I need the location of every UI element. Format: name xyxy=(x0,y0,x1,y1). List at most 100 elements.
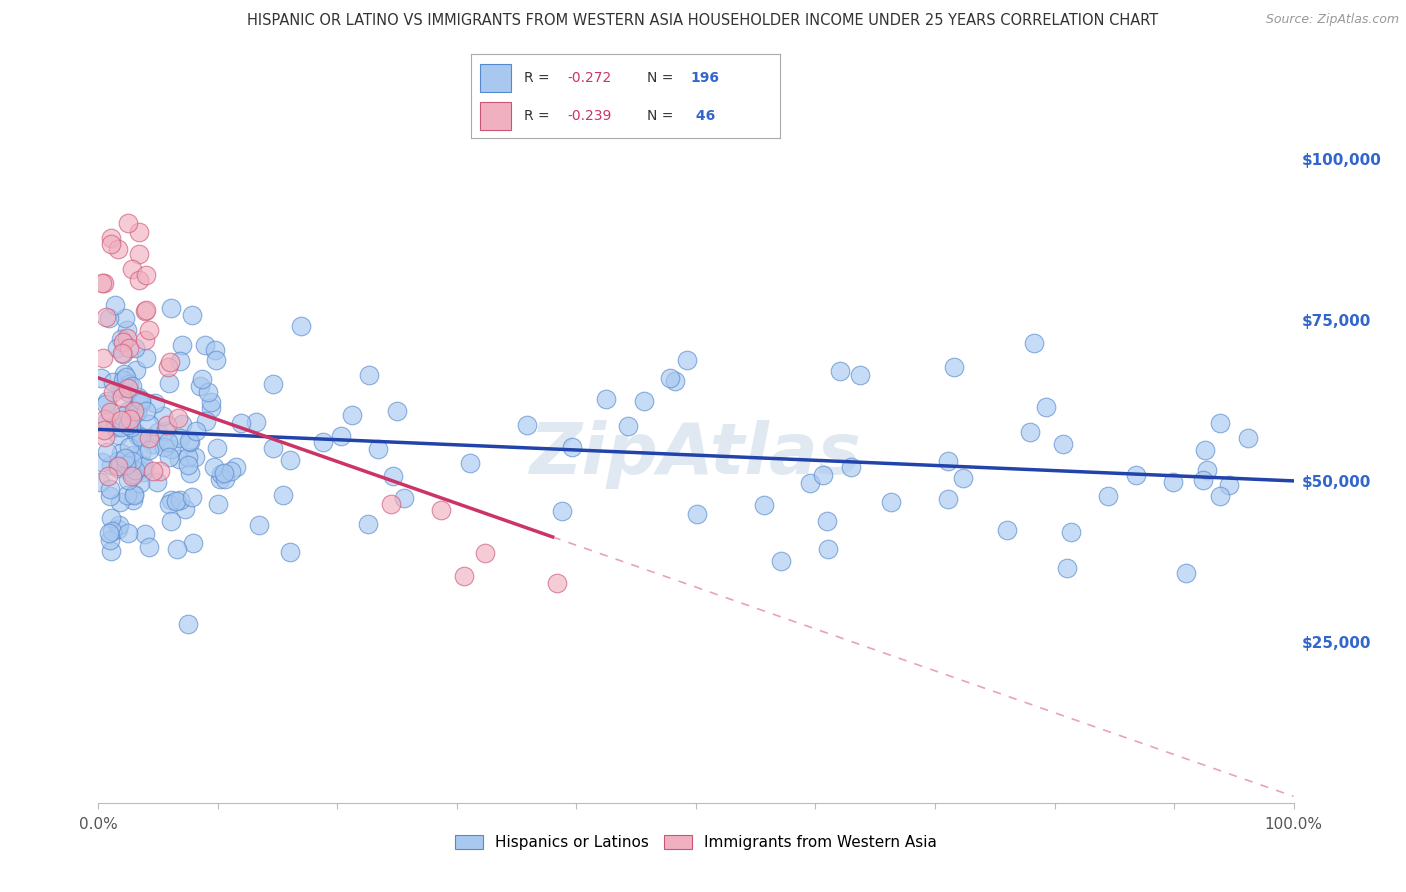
Point xyxy=(100,544,122,558)
Point xyxy=(117,404,139,418)
Bar xyxy=(481,102,512,130)
Point xyxy=(157,359,180,374)
Point xyxy=(141,437,163,451)
Point xyxy=(117,473,139,487)
Point xyxy=(124,463,146,477)
Point xyxy=(118,441,141,455)
Point xyxy=(100,511,122,525)
Point xyxy=(1161,475,1184,489)
Point xyxy=(117,526,139,541)
Point xyxy=(96,394,118,409)
Point xyxy=(1018,425,1040,439)
Point xyxy=(160,493,183,508)
Point xyxy=(135,302,157,317)
Point xyxy=(128,273,150,287)
Point xyxy=(107,428,129,442)
Point xyxy=(118,412,141,426)
Point xyxy=(1097,490,1119,504)
Point xyxy=(380,496,402,510)
Point xyxy=(134,304,156,318)
Point xyxy=(98,310,121,325)
Point xyxy=(105,419,128,434)
Point xyxy=(98,533,121,547)
Point xyxy=(129,446,152,460)
Point xyxy=(799,476,821,491)
Point xyxy=(180,308,202,322)
Point xyxy=(107,454,129,468)
Point xyxy=(430,503,453,517)
Point xyxy=(169,354,191,368)
Point xyxy=(839,460,862,475)
Point xyxy=(104,417,127,432)
Point xyxy=(209,472,232,486)
Point xyxy=(595,392,617,406)
Point xyxy=(159,515,181,529)
Point xyxy=(1056,560,1078,574)
Point xyxy=(174,502,197,516)
Point xyxy=(686,508,709,522)
Point xyxy=(108,494,131,508)
Point xyxy=(1218,477,1240,491)
Point xyxy=(120,464,142,478)
Point xyxy=(245,415,267,429)
Point xyxy=(149,464,172,478)
Point xyxy=(1237,431,1260,445)
Point xyxy=(135,351,157,366)
Point xyxy=(221,464,243,478)
Legend: Hispanics or Latinos, Immigrants from Western Asia: Hispanics or Latinos, Immigrants from We… xyxy=(447,828,945,858)
Point xyxy=(676,352,699,367)
Point xyxy=(330,429,353,443)
Point xyxy=(357,516,380,531)
Point xyxy=(280,453,302,467)
Point xyxy=(94,430,117,444)
Text: ZipAtlas: ZipAtlas xyxy=(530,420,862,490)
Point xyxy=(146,475,169,490)
Point xyxy=(367,442,389,457)
Point xyxy=(98,483,121,497)
Point xyxy=(617,418,640,433)
Point xyxy=(153,440,176,454)
Point xyxy=(125,363,148,377)
Point xyxy=(132,458,155,473)
Point xyxy=(101,385,124,400)
Point xyxy=(190,379,212,393)
Point xyxy=(214,472,236,486)
Point xyxy=(357,368,380,382)
Point xyxy=(160,442,183,457)
Point xyxy=(100,458,122,473)
Point xyxy=(952,471,974,485)
Point xyxy=(177,458,200,473)
Point xyxy=(546,576,568,591)
Point xyxy=(122,448,145,462)
Point xyxy=(157,497,180,511)
Point xyxy=(177,450,200,465)
Point xyxy=(127,429,149,443)
Point xyxy=(96,445,118,459)
Point xyxy=(169,431,191,445)
Point xyxy=(156,418,179,433)
Point xyxy=(159,355,181,369)
Point xyxy=(458,456,481,470)
Point xyxy=(830,364,852,378)
Point xyxy=(1060,524,1083,539)
Point xyxy=(89,475,111,490)
Point xyxy=(117,341,139,355)
Point xyxy=(340,408,363,422)
Point xyxy=(204,343,226,357)
Point xyxy=(200,394,222,409)
Point xyxy=(659,370,682,384)
Point xyxy=(138,431,160,445)
Text: Source: ZipAtlas.com: Source: ZipAtlas.com xyxy=(1265,13,1399,27)
Point xyxy=(117,417,139,432)
Point xyxy=(172,417,194,432)
Point xyxy=(207,497,229,511)
Point xyxy=(97,525,120,540)
Point xyxy=(225,460,247,475)
Point xyxy=(1209,489,1232,503)
Point xyxy=(181,490,204,504)
Point xyxy=(94,412,117,426)
Point xyxy=(100,524,122,538)
Point xyxy=(1125,467,1147,482)
Point xyxy=(769,554,792,568)
Point xyxy=(209,467,232,482)
